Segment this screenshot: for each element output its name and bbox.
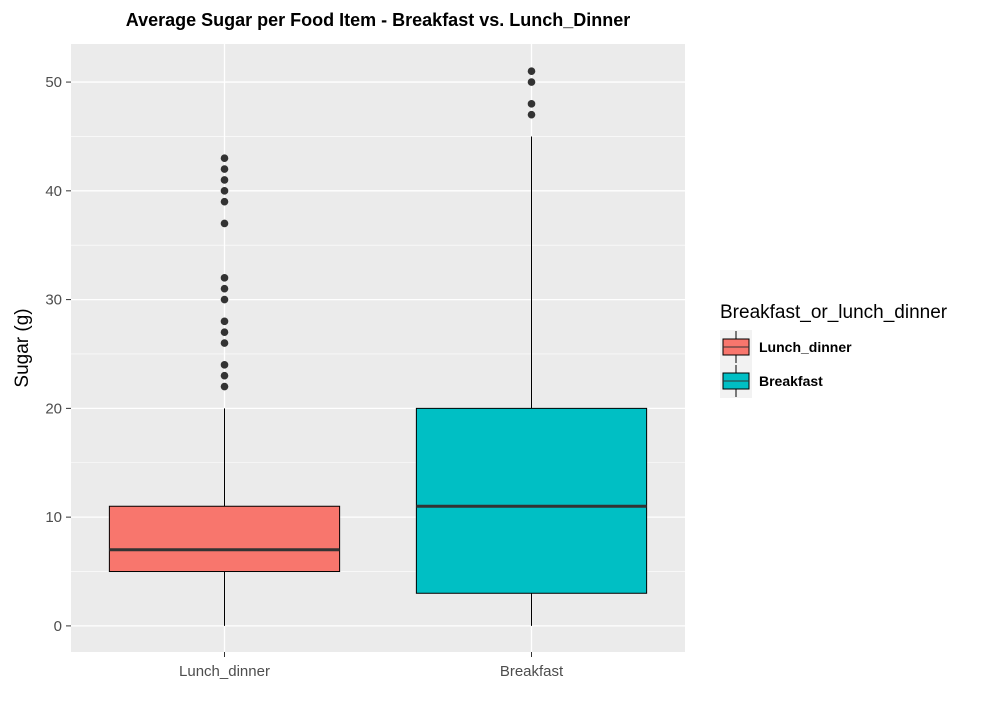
y-tick-label: 20 — [45, 400, 62, 417]
outlier-point — [220, 284, 229, 293]
outlier-point — [220, 219, 229, 228]
legend-label: Lunch_dinner — [759, 339, 852, 355]
box-group-lunch-dinner — [108, 154, 341, 626]
outlier-point — [220, 339, 229, 347]
outlier-point — [220, 361, 229, 369]
y-tick-label: 0 — [54, 618, 62, 635]
box — [415, 407, 648, 594]
outlier-point — [527, 78, 536, 86]
y-tick-label: 40 — [45, 183, 62, 200]
box-group-breakfast — [415, 67, 648, 626]
legend-label: Breakfast — [759, 373, 823, 389]
outlier-point — [220, 295, 229, 304]
x-tick-label: Breakfast — [500, 663, 564, 680]
outlier-point — [220, 382, 229, 391]
y-tick-label: 50 — [45, 74, 62, 91]
y-axis: 0 10 20 30 40 50 — [45, 74, 71, 635]
y-tick-label: 10 — [45, 509, 62, 526]
legend-key — [720, 364, 752, 398]
outlier-point — [220, 176, 229, 184]
legend: Breakfast_or_lunch_dinner Lunch_dinner Br… — [720, 302, 948, 398]
outlier-point — [220, 371, 229, 380]
outlier-point — [220, 187, 229, 195]
y-tick-label: 30 — [45, 292, 62, 309]
outlier-point — [220, 274, 229, 282]
outlier-point — [527, 110, 536, 119]
outlier-point — [220, 165, 229, 173]
box — [108, 505, 341, 573]
chart-title: Average Sugar per Food Item - Breakfast … — [126, 10, 630, 30]
outlier-point — [527, 67, 536, 75]
x-tick-label: Lunch_dinner — [179, 663, 270, 680]
legend-title: Breakfast_or_lunch_dinner — [720, 302, 948, 323]
y-axis-label: Sugar (g) — [12, 308, 33, 387]
outlier-point — [220, 197, 229, 206]
outlier-point — [220, 317, 229, 326]
legend-key — [720, 330, 752, 364]
outlier-point — [220, 154, 229, 163]
outlier-point — [220, 328, 229, 337]
outlier-point — [527, 100, 536, 108]
x-axis: Lunch_dinner Breakfast — [179, 652, 564, 680]
boxes — [108, 67, 648, 626]
